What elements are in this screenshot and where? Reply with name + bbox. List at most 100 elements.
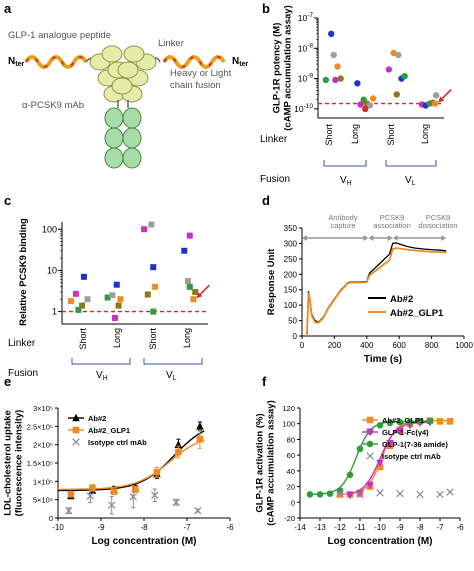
data-point — [194, 506, 202, 515]
data-point — [151, 491, 159, 499]
y-tick-label: 150 — [284, 286, 298, 295]
y-tick-label: 2×10⁵ — [33, 441, 53, 450]
data-point — [144, 291, 151, 298]
c-y-axis-label: Relative PCSK9 binding — [18, 218, 29, 326]
x-tick-label: 0 — [300, 341, 305, 350]
legend-marker — [72, 438, 80, 446]
c-vh: VH — [96, 370, 108, 382]
data-point — [113, 281, 120, 288]
b-vh: VH — [340, 175, 352, 187]
legend-marker — [366, 440, 374, 448]
y-tick-label: 120 — [282, 404, 295, 413]
data-point — [153, 468, 161, 476]
panel-d-lines — [306, 242, 447, 337]
legend-label: GLP-1-Fc(γ4) — [382, 428, 429, 437]
data-point — [346, 491, 354, 500]
y-tick-label: 10-9 — [298, 73, 314, 84]
data-point — [366, 481, 374, 490]
phase-arrow-head — [387, 235, 393, 241]
series-line — [306, 247, 447, 337]
y-tick-label: 200 — [284, 270, 298, 279]
data-point — [79, 302, 86, 309]
data-point — [436, 418, 444, 425]
data-point — [396, 418, 404, 426]
panel-b-points — [322, 30, 452, 113]
y-tick-label: 0 — [49, 514, 53, 523]
y-tick-label: 5×10⁴ — [33, 496, 53, 505]
data-point — [376, 421, 384, 429]
y-tick-label-base: 10 — [294, 104, 304, 114]
data-point — [108, 501, 116, 509]
panel-e-axes: 0 5×10⁴ 1×10⁵ 1.5×10⁵ 2×10⁵ 2.5×10⁵ 3×10⁵ -10 -9… — [3, 404, 235, 547]
data-point — [346, 471, 354, 479]
c-short-2: Short — [148, 328, 158, 350]
data-point — [386, 419, 394, 427]
data-point — [141, 226, 148, 233]
nter-left: Nter — [8, 56, 24, 68]
legend-label: GLP-1(7-36 amide) — [382, 440, 448, 449]
panel-letter-f: f — [262, 374, 267, 389]
x-tick-label: -8 — [416, 523, 424, 532]
legend-marker — [366, 416, 374, 424]
data-point — [337, 75, 344, 82]
data-point — [196, 422, 204, 430]
d-y-axis-label-line: Response Unit — [266, 248, 277, 315]
data-point — [432, 92, 440, 99]
legend-label: Ab#2 — [88, 414, 106, 423]
x-tick-label: -8 — [140, 523, 148, 532]
data-point — [416, 418, 424, 425]
data-point — [446, 418, 454, 425]
e-y-axis-label-line: (fluorescence intensity) — [14, 410, 25, 517]
peptide-helix-left — [24, 55, 88, 69]
panel-d-axes: 0 50 100 150 200 250 300 350 0 200 400 600 800 1000 Ti… — [266, 224, 473, 365]
mab-label: α-PCSK9 mAb — [22, 100, 84, 111]
data-point — [117, 296, 124, 303]
b-vl: VL — [405, 175, 416, 187]
y-tick-label: 1.5×10⁵ — [27, 459, 53, 468]
data-point — [80, 273, 87, 280]
data-point — [366, 102, 374, 109]
panel-f-axes: -20 0 20 40 60 80 100 120 -14 -13 -12 -11 -10 -9 -8 -7 -… — [255, 400, 465, 547]
x-tick-label: -7 — [436, 523, 444, 532]
data-point — [184, 278, 191, 285]
series-line — [306, 242, 447, 337]
hinge — [117, 100, 129, 108]
y-tick-label-exp: -10 — [304, 103, 314, 110]
data-point — [89, 484, 96, 492]
panel-d-legend: Ab#2 Ab#2_GLP1 — [368, 294, 444, 319]
b-short-1: Short — [324, 124, 334, 146]
legend-marker — [72, 413, 80, 422]
data-point — [322, 76, 330, 84]
data-point — [109, 292, 116, 299]
y-tick-label: 50 — [288, 317, 297, 326]
data-point — [401, 72, 408, 80]
y-tick-label-exp: -7 — [307, 12, 313, 19]
panel-d: 0 50 100 150 200 250 300 350 0 200 400 600 800 1000 Ti… — [266, 213, 473, 365]
b-fusion-row: Fusion — [260, 174, 290, 185]
y-tick-label: 10-7 — [298, 12, 314, 23]
panel-e: 0 5×10⁴ 1×10⁵ 1.5×10⁵ 2×10⁵ 2.5×10⁵ 3×10⁵ -10 -9… — [3, 404, 235, 547]
data-point — [369, 95, 377, 102]
c-bracket-vl — [143, 358, 203, 365]
panel-f-data — [306, 417, 454, 500]
y-tick-label: 10-8 — [298, 42, 314, 53]
data-point — [416, 490, 424, 499]
panel-letter-c: c — [4, 193, 11, 208]
data-point — [376, 459, 384, 468]
data-point — [192, 288, 199, 295]
red-arrow-head — [438, 96, 445, 103]
data-point — [186, 232, 193, 239]
y-tick-label: 1 — [52, 307, 57, 317]
x-tick-label: 200 — [328, 341, 342, 350]
data-point — [326, 490, 334, 497]
y-tick-label: 60 — [287, 451, 295, 460]
data-point — [385, 66, 393, 73]
data-point — [396, 489, 404, 498]
legend-marker — [366, 428, 374, 437]
data-point — [110, 488, 118, 495]
c-linker-row: Linker — [8, 338, 36, 349]
legend-label: Ab#2_GLP1 — [88, 426, 130, 435]
x-axis-label: Log concentration (M) — [92, 536, 197, 547]
y-tick-label: 100 — [284, 301, 298, 310]
